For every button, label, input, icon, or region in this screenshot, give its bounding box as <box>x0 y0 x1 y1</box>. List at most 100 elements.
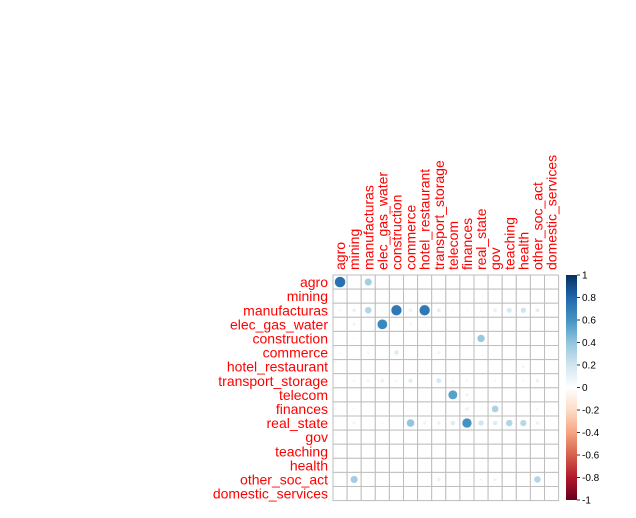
grid-cell <box>445 330 461 346</box>
corr-circle-manufacturas-agro <box>338 308 342 312</box>
grid-cell <box>388 443 404 459</box>
grid-cell <box>515 429 531 445</box>
corr-circle-manufacturas-manufacturas <box>364 306 372 314</box>
colorbar <box>566 275 577 500</box>
grid-cell <box>388 415 404 431</box>
corr-circle-other_soc_act-transport_storage <box>436 477 441 482</box>
grid-cell <box>473 443 489 459</box>
grid-cell <box>515 401 531 417</box>
grid-cell <box>332 288 348 304</box>
grid-cell <box>360 316 376 332</box>
grid-cell <box>403 274 419 290</box>
column-label: hotel_restaurant <box>417 169 433 270</box>
colorbar-tick-label: 0.8 <box>582 293 596 304</box>
grid-cell <box>388 274 404 290</box>
corr-circle-finances-other_soc_act <box>535 407 540 411</box>
grid-cell <box>501 401 517 417</box>
grid-cell <box>346 359 362 375</box>
corr-circle-manufacturas-mining <box>351 308 357 313</box>
corr-circle-elec_gas_water-elec_gas_water <box>377 319 388 330</box>
grid-cell <box>515 316 531 332</box>
grid-cell <box>515 387 531 403</box>
colorbar-tick-label: -0.6 <box>582 451 600 462</box>
grid-cell <box>501 443 517 459</box>
grid-cell <box>388 471 404 487</box>
grid-cell <box>544 288 560 304</box>
grid-cell <box>332 429 348 445</box>
grid-cell <box>346 457 362 473</box>
grid-cell <box>332 330 348 346</box>
grid-cell <box>417 429 433 445</box>
column-label: domestic_services <box>544 155 560 270</box>
grid-cell <box>544 359 560 375</box>
column-label: finances <box>459 218 475 270</box>
corr-circle-finances-gov <box>491 405 499 413</box>
corr-circle-commerce-manufacturas <box>366 350 370 355</box>
corr-circle-construction-mining <box>352 336 356 341</box>
colorbar-tick-label: 0 <box>582 383 588 394</box>
grid-cell <box>374 274 390 290</box>
corr-circle-other_soc_act-gov <box>493 477 498 482</box>
column-label: gov <box>487 247 503 270</box>
grid-cell <box>374 401 390 417</box>
grid-cell <box>360 415 376 431</box>
grid-cell <box>501 359 517 375</box>
grid-cell <box>544 429 560 445</box>
grid-cell <box>473 457 489 473</box>
grid-cell <box>473 401 489 417</box>
corr-circle-elec_gas_water-commerce <box>408 322 413 327</box>
grid-cell <box>473 387 489 403</box>
grid-cell <box>459 359 475 375</box>
corr-circle-other_soc_act-real_state <box>479 477 483 482</box>
grid-cell <box>544 443 560 459</box>
colorbar-tick-label: -1 <box>582 496 591 507</box>
corr-circle-real_state-hotel_restaurant <box>422 421 427 426</box>
grid-cell <box>431 457 447 473</box>
grid-cell <box>459 443 475 459</box>
row-label: teaching <box>275 443 328 459</box>
corr-circle-real_state-mining <box>352 421 357 426</box>
corr-circle-transport_storage-construction <box>394 379 399 383</box>
grid-cell <box>459 457 475 473</box>
row-label: hotel_restaurant <box>227 359 328 375</box>
corr-circle-agro-agro <box>334 276 346 288</box>
grid-cell <box>374 429 390 445</box>
grid-cell <box>515 345 531 361</box>
corr-circle-telecom-finances <box>464 392 469 397</box>
corr-circle-commerce-transport_storage <box>436 350 441 355</box>
grid-cell <box>388 401 404 417</box>
corr-circle-transport_storage-commerce <box>407 378 414 384</box>
grid-cell <box>544 373 560 389</box>
grid-cell <box>417 401 433 417</box>
grid-cell <box>374 443 390 459</box>
colorbar-tick-label: -0.8 <box>582 473 600 484</box>
grid-cell <box>332 457 348 473</box>
grid-cell <box>332 443 348 459</box>
row-label: health <box>290 457 328 473</box>
grid-cell <box>445 486 461 502</box>
colorbar-tick-label: 0.2 <box>582 361 596 372</box>
grid-cell <box>417 345 433 361</box>
grid-cell <box>403 387 419 403</box>
grid-cell <box>388 316 404 332</box>
colorbar-tick-label: 0.4 <box>582 338 596 349</box>
grid-cell <box>360 359 376 375</box>
corr-circle-manufacturas-health <box>520 307 527 314</box>
corr-circle-real_state-real_state <box>478 420 485 427</box>
grid-cell <box>544 274 560 290</box>
grid-cell <box>360 288 376 304</box>
grid-cell <box>431 401 447 417</box>
corr-circle-finances-mining <box>352 407 356 411</box>
grid-cell <box>501 274 517 290</box>
grid-cell <box>515 457 531 473</box>
grid-cell <box>529 457 546 473</box>
corr-circle-transport_storage-elec_gas_water <box>380 378 385 383</box>
grid-cell <box>360 429 376 445</box>
grid-cell <box>332 401 348 417</box>
corr-circle-other_soc_act-commerce <box>409 477 413 481</box>
grid-cell <box>473 316 489 332</box>
grid-cell <box>487 486 503 502</box>
grid-cell <box>487 274 503 290</box>
grid-cell <box>374 457 390 473</box>
grid-cell <box>417 373 433 389</box>
